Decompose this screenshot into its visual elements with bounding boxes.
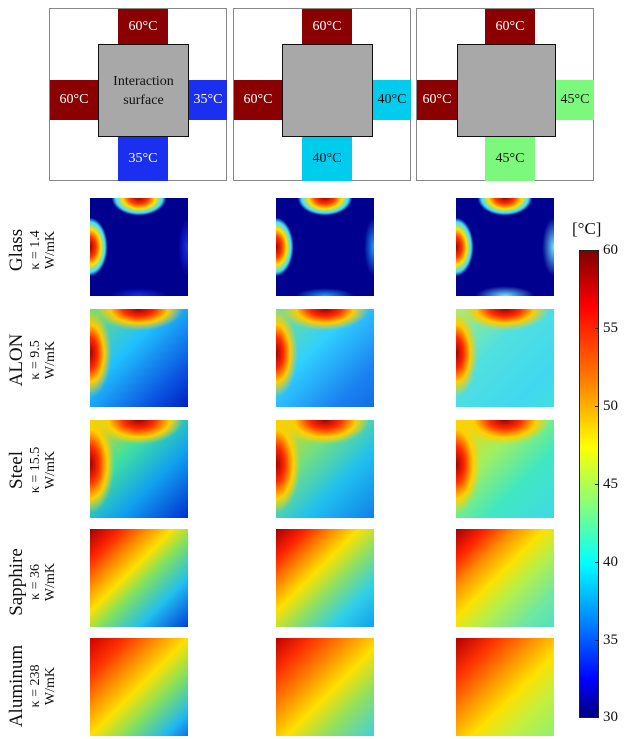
interaction-surface [457,44,556,137]
thermal-conductivity: κ = 9.5 [28,340,43,380]
colorbar-tick-label: 45 [603,476,618,492]
material-name: ALON [6,333,27,387]
row-label-steel: Steel κ = 15.5 W/mK [6,420,58,520]
interaction-surface [282,44,373,137]
colorbar-tick-label: 50 [603,398,618,414]
conductivity-unit: W/mK [43,666,58,706]
plate-label-line2: surface [123,92,164,108]
heat-source-bottom: 35°C [118,136,168,181]
heat-source-right: 40°C [373,80,411,120]
heatmap-aluminum-45 [456,638,554,736]
heat-source-bottom: 45°C [485,136,535,181]
thermal-conductivity: κ = 36 [28,564,43,600]
heatmap-aluminum-40 [276,638,374,736]
heat-source-top: 60°C [485,9,535,45]
colorbar-tick-label: 40 [603,554,618,570]
row-label-sapphire: Sapphire κ = 36 W/mK [6,532,58,632]
heatmap-sapphire-45 [456,529,554,627]
conductivity-unit: W/mK [43,450,58,490]
colorbar-tickmark [595,406,599,407]
row-label-alon: ALON κ = 9.5 W/mK [6,310,58,410]
heatmap-alon-35 [90,309,188,407]
scheme-panel-2: 60°C 60°C 40°C 40°C [233,8,411,181]
scheme-panel-3: 60°C 60°C 45°C 45°C [416,8,594,181]
colorbar-tickmark [595,640,599,641]
colorbar-tick-label: 60 [603,242,618,258]
heatmap-alon-45 [456,309,554,407]
heatmap-glass-40 [276,198,374,296]
colorbar-tick-label: 30 [603,709,618,725]
heatmap-glass-35 [90,198,188,296]
heatmap-alon-40 [276,309,374,407]
conductivity-unit: W/mK [43,340,58,380]
heat-source-left: 60°C [234,80,282,120]
heat-source-top: 60°C [302,9,352,45]
heatmap-steel-40 [276,420,374,518]
interaction-surface: Interaction surface [98,44,189,137]
heat-source-top: 60°C [118,9,168,45]
material-name: Steel [6,451,27,489]
conductivity-unit: W/mK [43,230,58,270]
colorbar-tickmark [595,717,599,718]
scheme-panel-1: 60°C 60°C 35°C 35°C Interaction surface [49,8,227,181]
heat-source-right: 45°C [556,80,594,120]
colorbar-tick-label: 35 [603,632,618,648]
heatmap-steel-45 [456,420,554,518]
heatmap-glass-45 [456,198,554,296]
colorbar-tickmark [595,328,599,329]
heatmap-steel-35 [90,420,188,518]
heatmap-sapphire-40 [276,529,374,627]
heat-source-left: 60°C [417,80,457,120]
conductivity-unit: W/mK [43,562,58,602]
colorbar-unit: [°C] [572,219,602,238]
colorbar-tick-label: 55 [603,320,618,336]
row-label-aluminum: Aluminum κ = 238 W/mK [6,636,58,736]
heatmap-aluminum-35 [90,638,188,736]
heat-source-right: 35°C [189,80,227,120]
row-label-glass: Glass κ = 1.4 W/mK [6,200,58,300]
colorbar-tickmark [595,250,599,251]
material-name: Glass [6,228,27,272]
heat-source-bottom: 40°C [302,136,352,181]
material-name: Aluminum [6,644,27,728]
heatmap-sapphire-35 [90,529,188,627]
thermal-conductivity: κ = 238 [28,664,43,708]
thermal-conductivity: κ = 15.5 [28,446,43,494]
plate-label-line1: Interaction [113,73,174,89]
colorbar-tickmark [595,562,599,563]
colorbar-tickmark [595,484,599,485]
thermal-conductivity: κ = 1.4 [28,230,43,270]
heat-source-left: 60°C [50,80,98,120]
material-name: Sapphire [6,548,27,616]
